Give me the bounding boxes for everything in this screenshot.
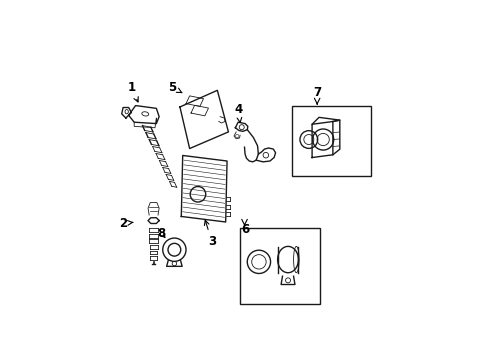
Text: 7: 7: [312, 86, 321, 99]
Text: 6: 6: [241, 223, 249, 236]
Text: 3: 3: [204, 220, 215, 248]
Text: 8: 8: [157, 226, 165, 240]
Bar: [292, 105, 370, 176]
Text: 2: 2: [119, 217, 133, 230]
Text: 5: 5: [168, 81, 182, 94]
Text: 1: 1: [127, 81, 138, 102]
Bar: [239, 228, 319, 304]
Text: 4: 4: [234, 103, 242, 122]
